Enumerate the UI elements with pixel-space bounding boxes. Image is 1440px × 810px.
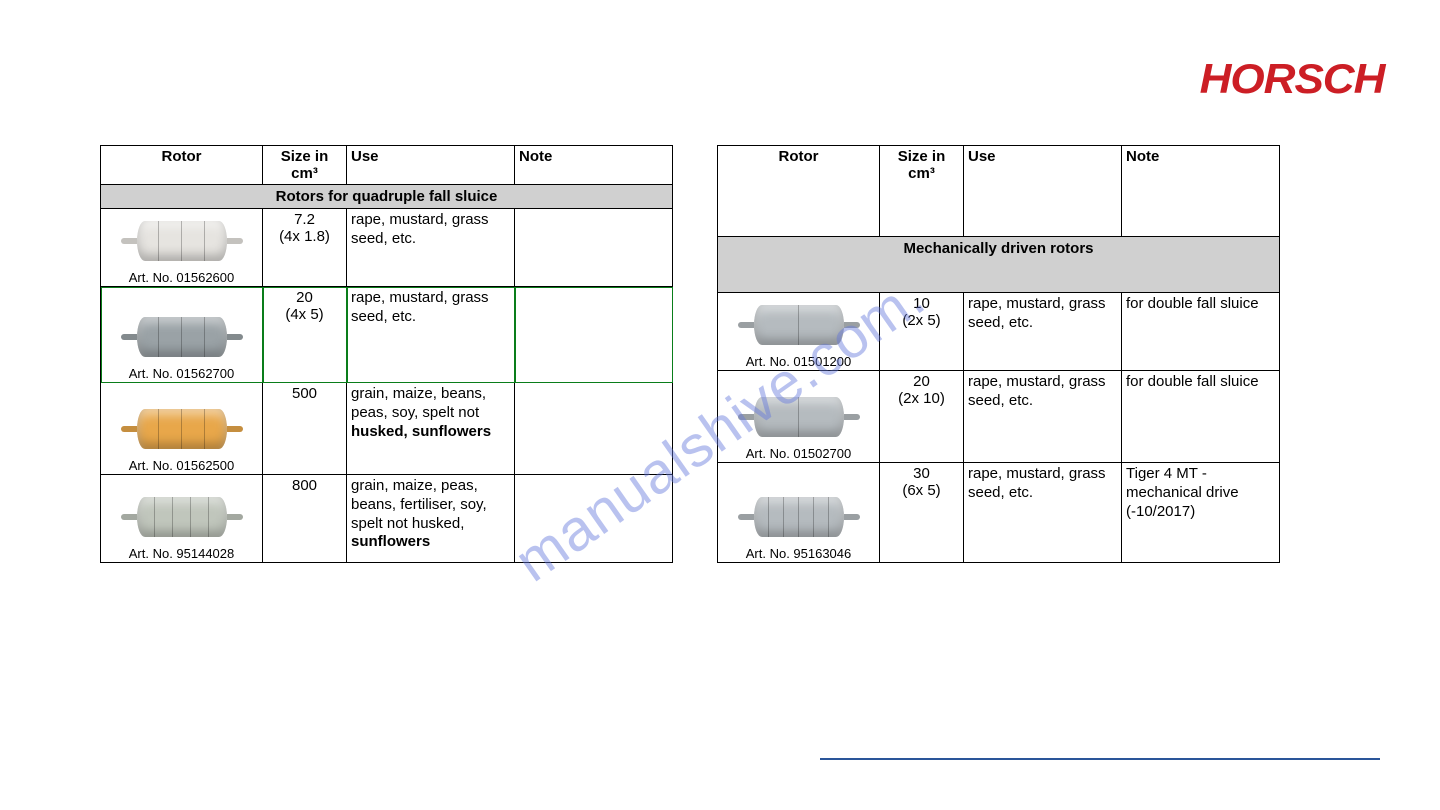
table-row: Art. No. 01502700 20(2x 10)rape, mustard… xyxy=(718,371,1280,463)
brand-logo: HORSCH xyxy=(1200,55,1385,103)
article-number: Art. No. 01501200 xyxy=(720,354,877,369)
size-cell: 500 xyxy=(263,383,347,475)
size-cell: 20(2x 10) xyxy=(880,371,964,463)
table-row: Art. No. 01562600 7.2(4x 1.8)rape, musta… xyxy=(101,209,673,287)
tables-container: Rotor Size incm³ Use Note Rotors for qua… xyxy=(100,145,1280,563)
article-number: Art. No. 01562600 xyxy=(103,270,260,285)
note-cell xyxy=(515,475,673,563)
note-cell xyxy=(515,209,673,287)
col-header-note: Note xyxy=(1122,146,1280,237)
section-title: Mechanically driven rotors xyxy=(718,237,1280,293)
note-cell: Tiger 4 MT - mechanical drive (-10/2017) xyxy=(1122,463,1280,563)
rotor-image xyxy=(739,389,859,444)
use-cell: grain, maize, peas, beans, fertiliser, s… xyxy=(347,475,515,563)
rotor-image xyxy=(122,401,242,456)
table-row: Art. No. 01501200 10(2x 5)rape, mustard,… xyxy=(718,293,1280,371)
col-header-note: Note xyxy=(515,146,673,185)
note-cell xyxy=(515,383,673,475)
rotor-image xyxy=(739,489,859,544)
size-cell: 30(6x 5) xyxy=(880,463,964,563)
note-cell xyxy=(515,287,673,383)
footer-rule xyxy=(820,758,1380,760)
rotor-image xyxy=(122,309,242,364)
note-cell: for double fall sluice xyxy=(1122,371,1280,463)
col-header-rotor: Rotor xyxy=(101,146,263,185)
table-row: Art. No. 01562700 20(4x 5)rape, mustard,… xyxy=(101,287,673,383)
note-cell: for double fall sluice xyxy=(1122,293,1280,371)
article-number: Art. No. 95144028 xyxy=(103,546,260,561)
section-title: Rotors for quadruple fall sluice xyxy=(101,185,673,209)
col-header-use: Use xyxy=(347,146,515,185)
use-cell: grain, maize, beans, peas, soy, spelt no… xyxy=(347,383,515,475)
size-cell: 20(4x 5) xyxy=(263,287,347,383)
table-left: Rotor Size incm³ Use Note Rotors for qua… xyxy=(100,145,673,563)
rotor-image xyxy=(122,489,242,544)
article-number: Art. No. 01562700 xyxy=(103,366,260,381)
table-row: Art. No. 95144028 800grain, maize, peas,… xyxy=(101,475,673,563)
use-cell: rape, mustard, grass seed, etc. xyxy=(347,287,515,383)
table-row: Art. No. 95163046 30(6x 5)rape, mustard,… xyxy=(718,463,1280,563)
use-cell: rape, mustard, grass seed, etc. xyxy=(347,209,515,287)
col-header-size: Size incm³ xyxy=(263,146,347,185)
table-right: Rotor Size incm³ Use Note Mechanically d… xyxy=(717,145,1280,563)
use-cell: rape, mustard, grass seed, etc. xyxy=(964,293,1122,371)
col-header-size: Size incm³ xyxy=(880,146,964,237)
article-number: Art. No. 95163046 xyxy=(720,546,877,561)
use-cell: rape, mustard, grass seed, etc. xyxy=(964,371,1122,463)
use-cell: rape, mustard, grass seed, etc. xyxy=(964,463,1122,563)
article-number: Art. No. 01562500 xyxy=(103,458,260,473)
rotor-image xyxy=(122,213,242,268)
size-cell: 7.2(4x 1.8) xyxy=(263,209,347,287)
col-header-use: Use xyxy=(964,146,1122,237)
table-row: Art. No. 01562500 500grain, maize, beans… xyxy=(101,383,673,475)
size-cell: 800 xyxy=(263,475,347,563)
size-cell: 10(2x 5) xyxy=(880,293,964,371)
article-number: Art. No. 01502700 xyxy=(720,446,877,461)
col-header-rotor: Rotor xyxy=(718,146,880,237)
rotor-image xyxy=(739,297,859,352)
